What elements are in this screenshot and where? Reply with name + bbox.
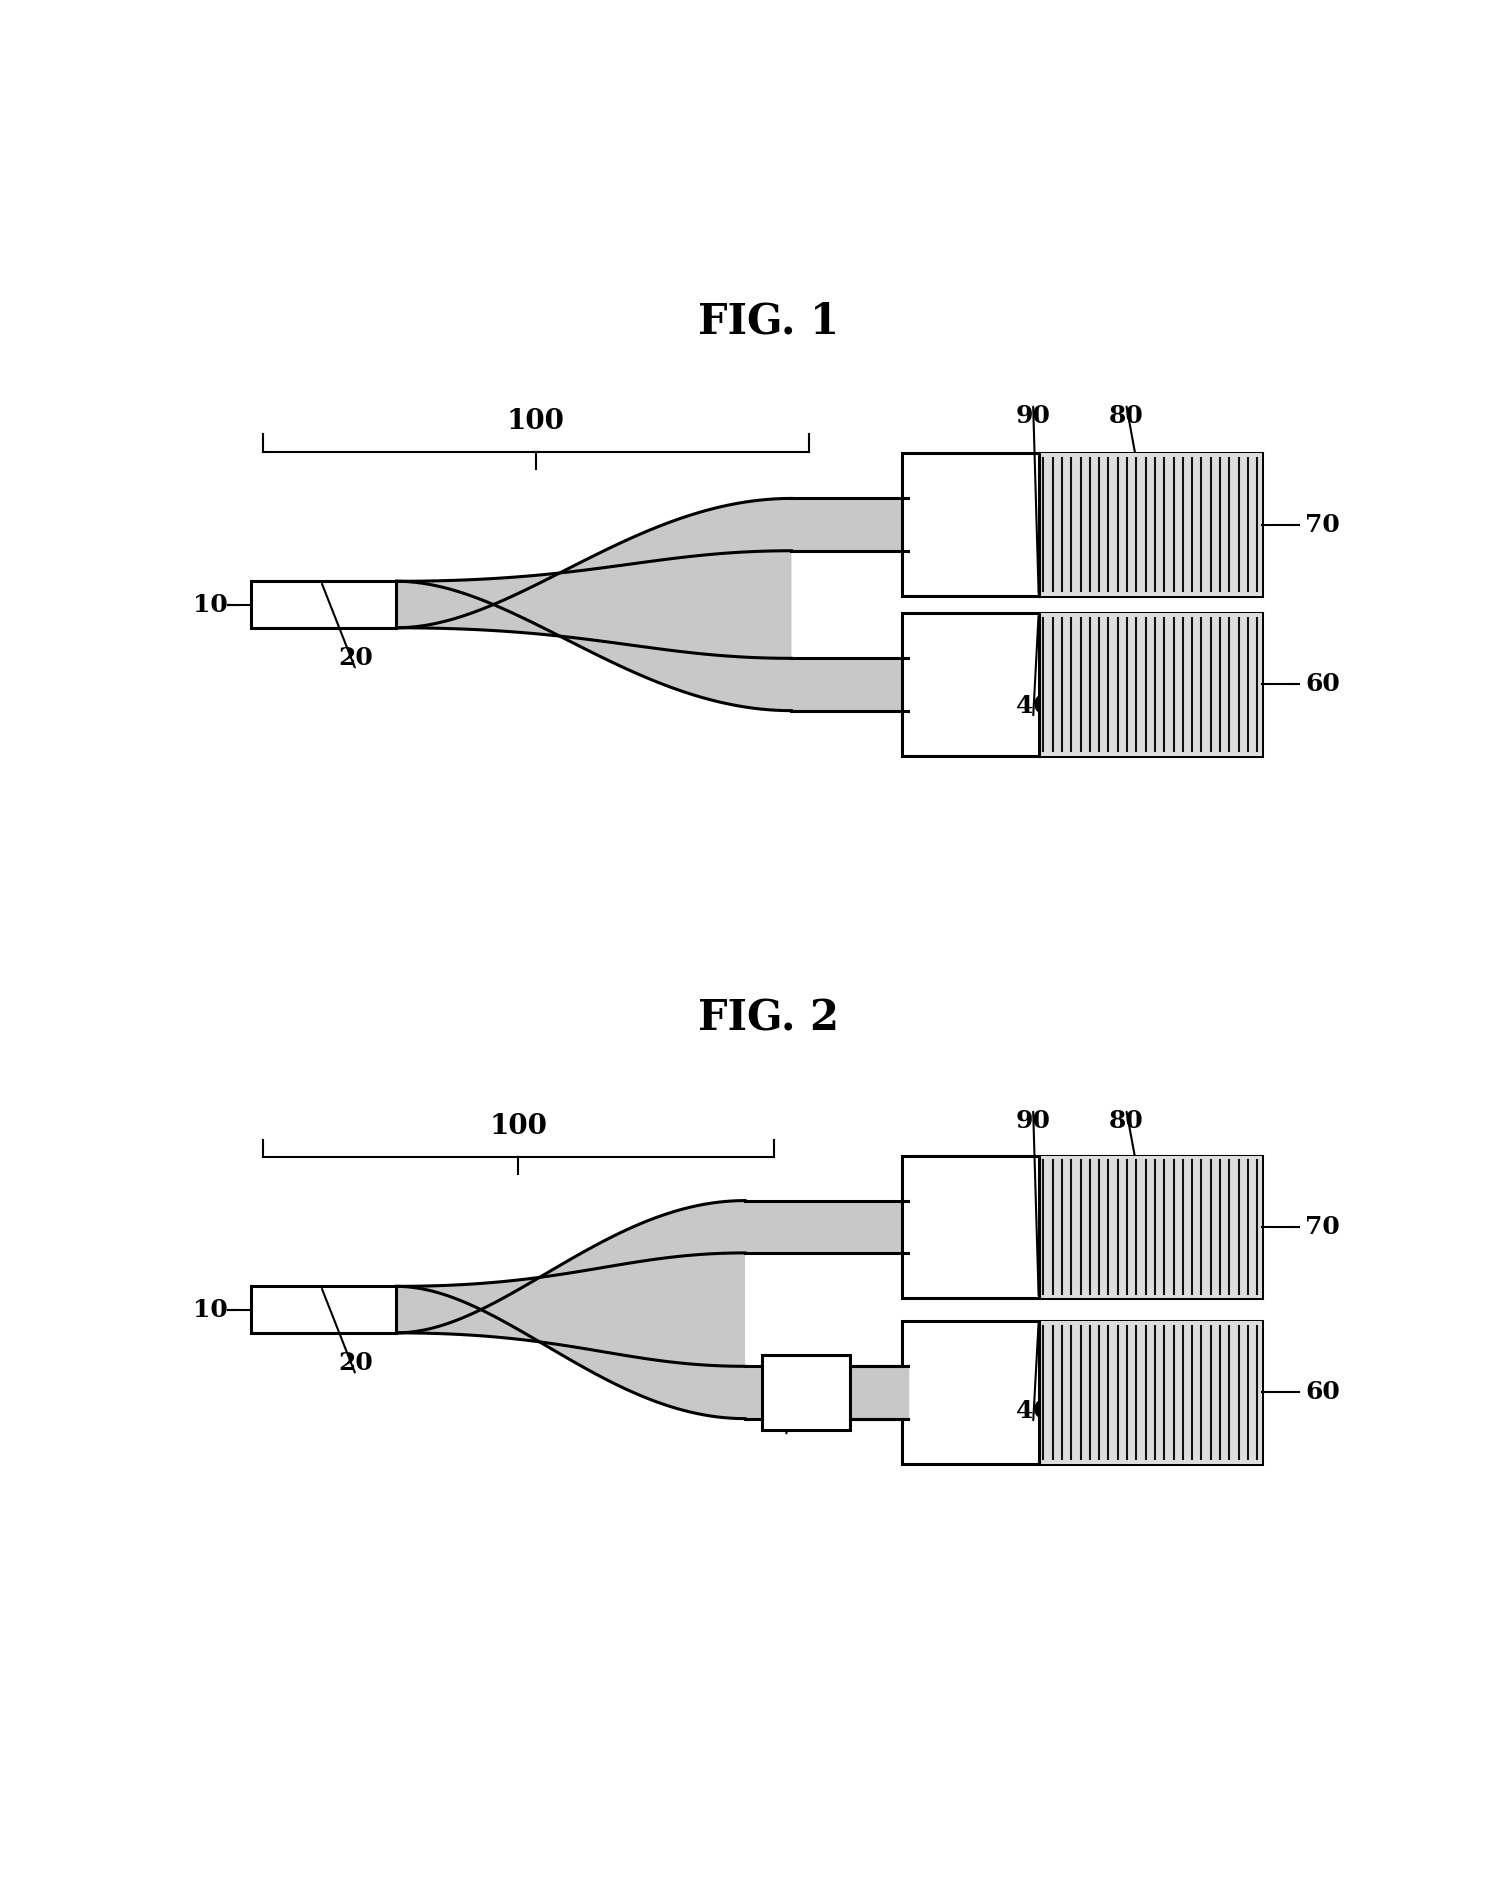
Text: 10: 10 [193,593,228,617]
Bar [1039,1322,1262,1463]
Text: 80: 80 [1109,1108,1144,1133]
Polygon shape [396,1201,745,1418]
Bar [902,453,1262,597]
Text: 10: 10 [193,1297,228,1322]
Text: 70: 70 [1306,512,1340,536]
Bar [763,1356,850,1431]
Text: FIG. 2: FIG. 2 [697,999,839,1040]
Text: 100: 100 [507,408,565,436]
Text: 40: 40 [1016,695,1051,717]
Text: 80: 80 [1109,404,1144,429]
Bar [1039,614,1262,755]
Bar [1039,1155,1262,1297]
Text: 90: 90 [1016,1108,1051,1133]
Text: 100: 100 [490,1114,547,1140]
Text: 40: 40 [1016,1399,1051,1424]
Text: 20: 20 [339,646,373,670]
Text: 30: 30 [769,1412,803,1437]
Text: 20: 20 [339,1352,373,1374]
Bar [252,1286,396,1333]
Text: FIG. 1: FIG. 1 [697,300,839,342]
Bar [252,582,396,629]
Text: 60: 60 [1306,672,1340,697]
Bar [902,1322,1262,1463]
Polygon shape [396,1201,745,1333]
Polygon shape [396,498,791,710]
Text: 50: 50 [1109,695,1144,717]
Text: 60: 60 [1306,1380,1340,1405]
Polygon shape [396,498,791,629]
Polygon shape [396,1286,745,1418]
Bar [902,1155,1262,1297]
Text: 70: 70 [1306,1214,1340,1239]
Text: 50: 50 [1109,1399,1144,1424]
Text: 90: 90 [1016,404,1051,429]
Bar [902,614,1262,755]
Bar [1039,453,1262,597]
Polygon shape [396,582,791,710]
